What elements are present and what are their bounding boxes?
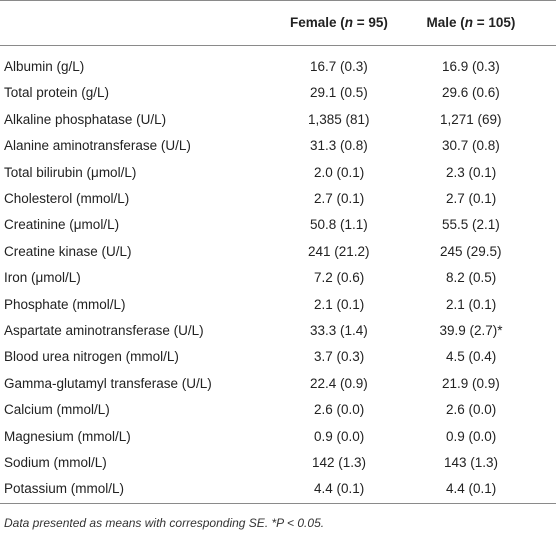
column-header: Male (n = 105): [427, 14, 516, 32]
top-rule: [0, 0, 556, 1]
value-cell: 0.9 (0.0): [446, 428, 497, 444]
row-label: Total protein (g/L): [4, 85, 110, 101]
value-cell: 7.2 (0.6): [314, 270, 365, 286]
value-cell: 2.6 (0.0): [446, 402, 497, 418]
header-part: Male (: [426, 15, 465, 30]
value-cell: 142 (1.3): [312, 455, 367, 470]
footnote: Data presented as means with correspondi…: [4, 516, 325, 530]
value-cell: 2.7 (0.1): [446, 191, 497, 206]
row-label: Cholesterol (mmol/L): [4, 191, 130, 206]
value-cell: 8.2 (0.5): [446, 270, 497, 286]
row-label: Albumin (g/L): [4, 59, 85, 74]
value-cell: 3.7 (0.3): [314, 349, 365, 365]
row-label: Potassium (mmol/L): [4, 481, 125, 497]
value-cell: 29.1 (0.5): [310, 85, 368, 101]
value-cell: 0.9 (0.0): [314, 428, 365, 444]
value-cell: 2.6 (0.0): [314, 402, 365, 418]
value-cell: 4.4 (0.1): [446, 481, 497, 497]
value-cell: 1,271 (69): [440, 111, 502, 127]
row-label: Iron (μmol/L): [4, 270, 81, 286]
value-cell: 2.3 (0.1): [446, 164, 497, 180]
value-cell: 2.1 (0.1): [446, 296, 497, 312]
row-label: Calcium (mmol/L): [4, 402, 110, 418]
value-cell: 33.3 (1.4): [310, 323, 368, 338]
header-part: n: [464, 15, 474, 30]
row-label: Alanine aminotransferase (U/L): [4, 138, 191, 154]
row-label: Blood urea nitrogen (mmol/L): [4, 349, 179, 365]
value-cell: 143 (1.3): [444, 455, 499, 470]
row-label: Magnesium (mmol/L): [4, 428, 131, 444]
row-label: Aspartate aminotransferase (U/L): [4, 323, 204, 338]
value-cell: 31.3 (0.8): [310, 138, 368, 154]
header-part: = 105): [473, 15, 516, 30]
value-cell: 2.0 (0.1): [314, 164, 365, 180]
value-cell: 21.9 (0.9): [442, 375, 500, 391]
row-label: Creatinine (μmol/L): [4, 217, 120, 233]
value-cell: 2.1 (0.1): [314, 296, 365, 312]
value-cell: 30.7 (0.8): [442, 138, 500, 154]
value-cell: 22.4 (0.9): [310, 375, 368, 391]
value-cell: 16.7 (0.3): [310, 59, 368, 74]
row-label: Alkaline phosphatase (U/L): [4, 111, 167, 127]
value-cell: 50.8 (1.1): [310, 217, 368, 233]
header-part: Female (: [290, 15, 345, 30]
value-cell: 2.7 (0.1): [314, 191, 365, 206]
header-part: = 95): [353, 15, 388, 30]
value-cell: 241 (21.2): [308, 243, 370, 259]
header-rule: [0, 45, 556, 46]
bottom-rule: [0, 503, 556, 504]
value-cell: 4.4 (0.1): [314, 481, 365, 497]
column-header: Female (n = 95): [290, 14, 388, 32]
value-cell: 29.6 (0.6): [442, 85, 500, 101]
value-cell: 1,385 (81): [308, 111, 370, 127]
row-label: Gamma-glutamyl transferase (U/L): [4, 375, 212, 391]
value-cell: 245 (29.5): [440, 243, 502, 259]
row-label: Creatine kinase (U/L): [4, 243, 132, 259]
value-cell: 16.9 (0.3): [442, 59, 500, 74]
row-label: Phosphate (mmol/L): [4, 296, 126, 312]
value-cell: 55.5 (2.1): [442, 217, 500, 233]
value-cell: 39.9 (2.7)*: [439, 323, 503, 338]
header-part: n: [344, 15, 354, 30]
row-label: Total bilirubin (μmol/L): [4, 164, 137, 180]
value-cell: 4.5 (0.4): [446, 349, 497, 365]
row-label: Sodium (mmol/L): [4, 455, 107, 470]
